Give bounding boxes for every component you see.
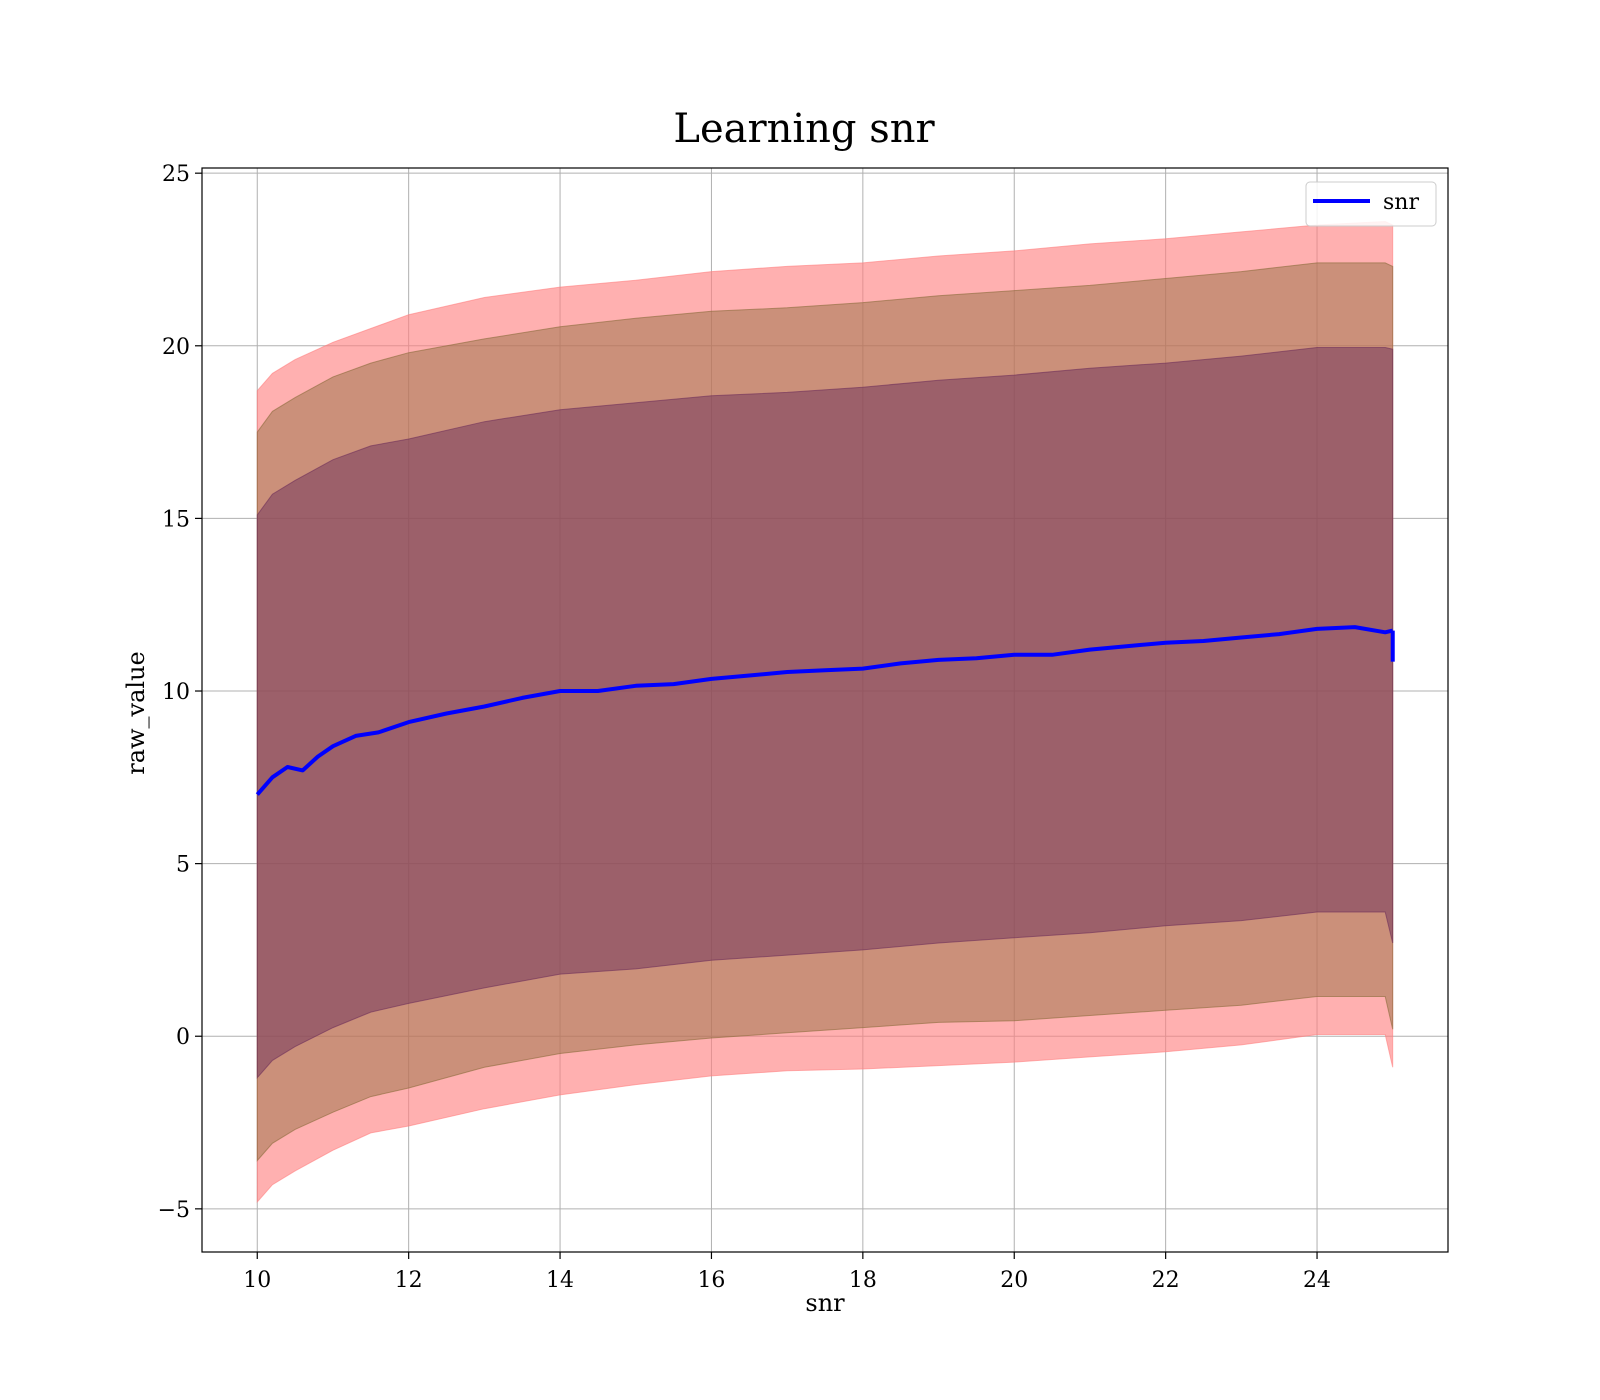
y-tick-label: 5	[176, 853, 190, 878]
legend: snr	[1305, 181, 1437, 227]
y-tick-label: 20	[162, 335, 190, 360]
x-tick-label: 10	[243, 1268, 271, 1293]
x-tick-label: 16	[697, 1268, 725, 1293]
x-tick-label: 14	[546, 1268, 574, 1293]
y-tick-label: 10	[162, 680, 190, 705]
y-tick-label: −5	[158, 1198, 190, 1223]
y-tick-label: 25	[162, 162, 190, 187]
x-tick-label: 18	[849, 1268, 877, 1293]
x-axis-label: snr	[805, 1289, 845, 1317]
x-axis-ticks: 10 12 14 16 18 20 22 24	[243, 1252, 1331, 1293]
x-tick-label: 20	[1000, 1268, 1028, 1293]
series-line-snr	[255, 625, 1394, 796]
band-inner	[256, 347, 1394, 1080]
legend-box	[1305, 181, 1437, 227]
legend-label: snr	[1383, 190, 1419, 215]
x-tick-label: 24	[1303, 1268, 1331, 1293]
y-axis-ticks: −5 0 5 10 15 20 25	[158, 162, 202, 1223]
series-lines	[255, 625, 1395, 796]
confidence-bands	[256, 220, 1394, 1204]
x-tick-label: 22	[1152, 1268, 1180, 1293]
chart-title: Learning snr	[673, 106, 935, 152]
x-tick-label: 12	[395, 1268, 423, 1293]
plot-frame	[201, 167, 1449, 1253]
y-axis-label: raw_value	[122, 651, 150, 775]
y-tick-label: 0	[176, 1025, 190, 1050]
y-tick-label: 15	[162, 507, 190, 532]
